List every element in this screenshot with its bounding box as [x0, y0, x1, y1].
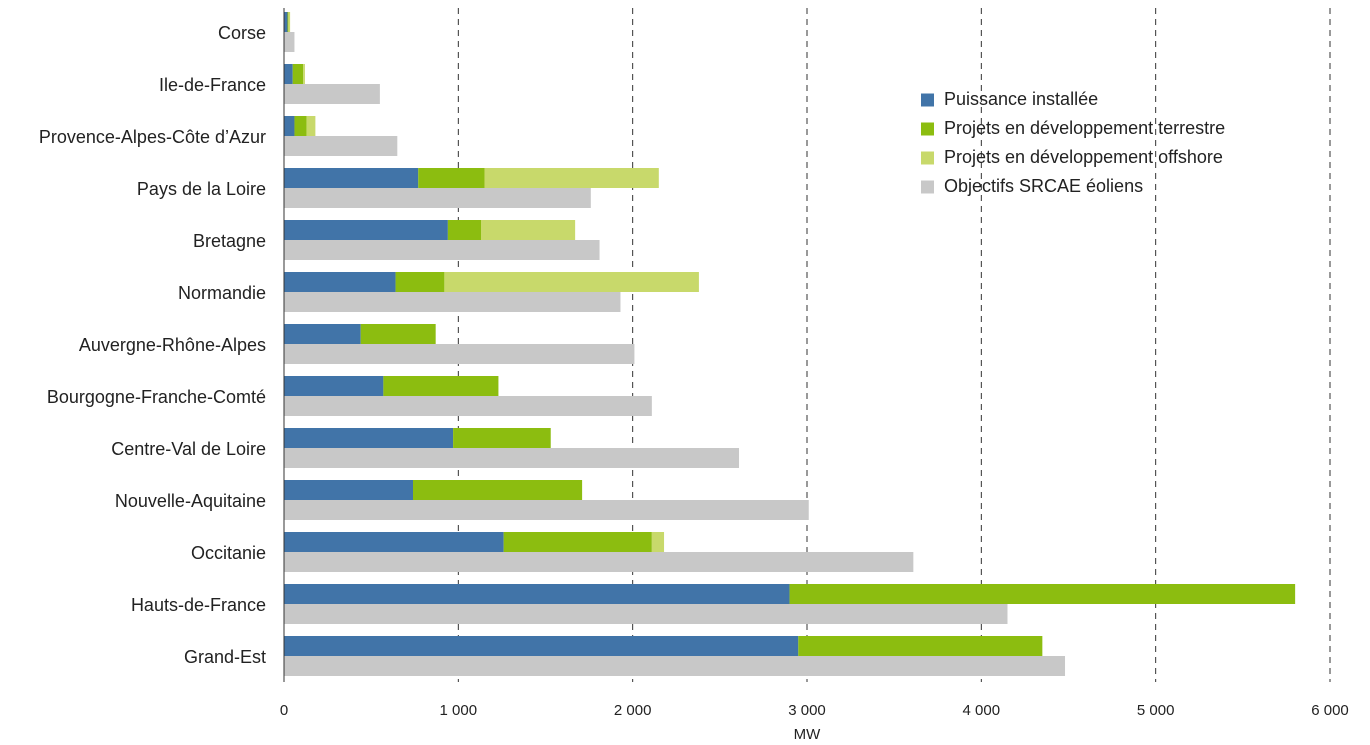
legend-swatch-3 — [921, 180, 934, 194]
x-tick-label-1: 1 000 — [440, 702, 478, 719]
bar-target-2 — [284, 136, 398, 156]
bar-1-9 — [413, 480, 583, 500]
bar-2-1 — [303, 64, 305, 84]
bar-1-8 — [453, 428, 551, 448]
bar-2-2 — [306, 116, 316, 136]
bar-2-5 — [444, 272, 699, 292]
bar-target-6 — [284, 344, 635, 364]
category-label-8: Centre-Val de Loire — [111, 439, 266, 459]
bars — [284, 12, 1296, 676]
bar-0-6 — [284, 324, 361, 344]
legend-swatch-1 — [921, 122, 934, 136]
legend-swatch-0 — [921, 93, 934, 107]
x-axis-title: MW — [794, 726, 821, 743]
bar-1-3 — [418, 168, 485, 188]
bar-0-3 — [284, 168, 419, 188]
legend-label-2: Projets en développement offshore — [944, 147, 1223, 167]
x-tick-label-2: 2 000 — [614, 702, 652, 719]
category-label-5: Normandie — [178, 283, 266, 303]
x-tick-labels: 0 1 000 2 000 3 000 4 000 5 000 6 000 — [280, 702, 1349, 719]
bar-1-2 — [294, 116, 307, 136]
bar-1-5 — [395, 272, 445, 292]
category-label-2: Provence-Alpes-Côte d’Azur — [39, 127, 266, 147]
bar-target-11 — [284, 604, 1008, 624]
bar-0-11 — [284, 584, 790, 604]
legend-label-1: Projets en développement terrestre — [944, 118, 1225, 138]
category-label-12: Grand-Est — [184, 647, 266, 667]
x-tick-label-0: 0 — [280, 702, 288, 719]
bar-0-12 — [284, 636, 799, 656]
bar-0-0 — [284, 12, 288, 32]
bar-0-9 — [284, 480, 414, 500]
category-label-1: Ile-de-France — [159, 75, 266, 95]
bar-1-6 — [360, 324, 436, 344]
bar-1-1 — [292, 64, 304, 84]
bar-1-0 — [287, 12, 289, 32]
bar-target-9 — [284, 500, 809, 520]
bar-2-4 — [480, 220, 576, 240]
category-labels: Corse Ile-de-France Provence-Alpes-Côte d’… — [39, 23, 266, 667]
bar-0-10 — [284, 532, 504, 552]
x-tick-label-6: 6 000 — [1311, 702, 1349, 719]
bar-target-4 — [284, 240, 600, 260]
category-label-3: Pays de la Loire — [137, 179, 266, 199]
bar-0-7 — [284, 376, 384, 396]
bar-1-4 — [447, 220, 481, 240]
bar-target-1 — [284, 84, 380, 104]
bar-0-1 — [284, 64, 293, 84]
legend-label-3: Objectifs SRCAE éoliens — [944, 176, 1143, 196]
bar-1-12 — [798, 636, 1043, 656]
bar-1-11 — [789, 584, 1296, 604]
bar-0-4 — [284, 220, 448, 240]
category-label-0: Corse — [218, 23, 266, 43]
bar-target-8 — [284, 448, 740, 468]
bar-target-12 — [284, 656, 1066, 676]
bar-0-2 — [284, 116, 295, 136]
category-label-9: Nouvelle-Aquitaine — [115, 491, 266, 511]
bar-1-10 — [503, 532, 652, 552]
x-tick-label-3: 3 000 — [788, 702, 826, 719]
category-label-10: Occitanie — [191, 543, 266, 563]
bar-1-7 — [383, 376, 499, 396]
category-label-11: Hauts-de-France — [131, 595, 266, 615]
category-label-4: Bretagne — [193, 231, 266, 251]
legend: Puissance installée Projets en développem… — [921, 89, 1225, 196]
bar-0-8 — [284, 428, 454, 448]
bar-target-0 — [284, 32, 295, 52]
category-label-7: Bourgogne-Franche-Comté — [47, 387, 266, 407]
x-tick-label-4: 4 000 — [963, 702, 1001, 719]
bar-target-10 — [284, 552, 914, 572]
bar-2-3 — [484, 168, 659, 188]
bar-target-3 — [284, 188, 591, 208]
category-label-6: Auvergne-Rhône-Alpes — [79, 335, 266, 355]
bar-target-5 — [284, 292, 621, 312]
legend-swatch-2 — [921, 151, 934, 165]
bar-0-5 — [284, 272, 396, 292]
bar-target-7 — [284, 396, 652, 416]
x-tick-label-5: 5 000 — [1137, 702, 1175, 719]
legend-label-0: Puissance installée — [944, 89, 1098, 109]
bar-2-0 — [288, 12, 291, 32]
bar-2-10 — [651, 532, 665, 552]
